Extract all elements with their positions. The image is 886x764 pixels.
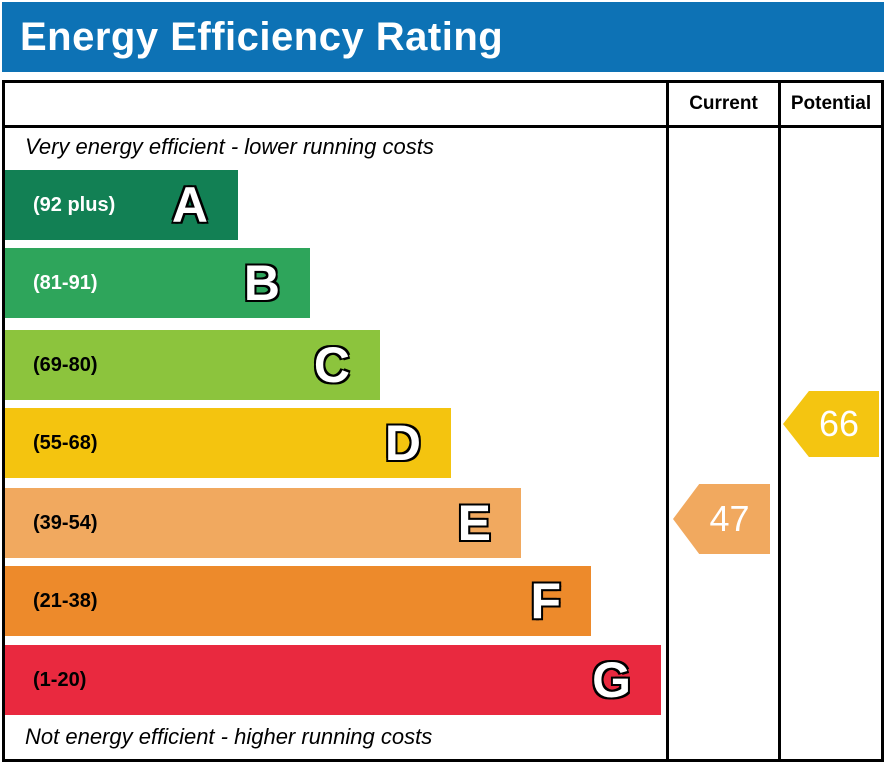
band-f-letter: F [529,573,562,629]
band-c-range: (69-80) [33,353,98,376]
rating-table-body: Current Potential Very energy efficient … [5,83,881,759]
title-bar: Energy Efficiency Rating [2,2,884,72]
band-d: (55-68) D [5,408,451,478]
band-c: (69-80) C [5,330,380,400]
bottom-note: Not energy efficient - higher running co… [25,724,433,749]
current-rating-value: 47 [709,498,750,539]
band-g: (1-20) G [5,645,661,715]
column-divider-current [666,83,669,759]
band-b: (81-91) B [5,248,310,318]
top-note: Very energy efficient - lower running co… [25,134,434,159]
band-e-letter: E [456,495,492,551]
band-g-letter: G [591,652,632,708]
potential-rating-value: 66 [818,403,860,444]
band-d-letter: D [384,415,423,471]
column-header-current: Current [689,93,758,114]
band-f: (21-38) F [5,566,591,636]
band-f-range: (21-38) [33,589,98,612]
band-b-range: (81-91) [33,271,98,294]
potential-rating-arrow: 66 [783,391,879,457]
band-d-range: (55-68) [33,431,98,454]
current-rating-arrow: 47 [673,484,770,554]
band-a-range: (92 plus) [33,193,116,216]
band-a-letter: A [171,177,210,233]
band-e-range: (39-54) [33,511,98,534]
column-divider-potential [778,83,781,759]
header-row-divider [5,125,881,128]
band-e: (39-54) E [5,488,521,558]
band-b-letter: B [243,255,282,311]
band-a: (92 plus) A [5,170,238,240]
page-title: Energy Efficiency Rating [20,14,504,59]
band-g-range: (1-20) [33,668,87,691]
column-header-potential: Potential [790,93,872,114]
band-c-letter: C [313,337,352,393]
rating-table: Current Potential Very energy efficient … [2,80,884,762]
